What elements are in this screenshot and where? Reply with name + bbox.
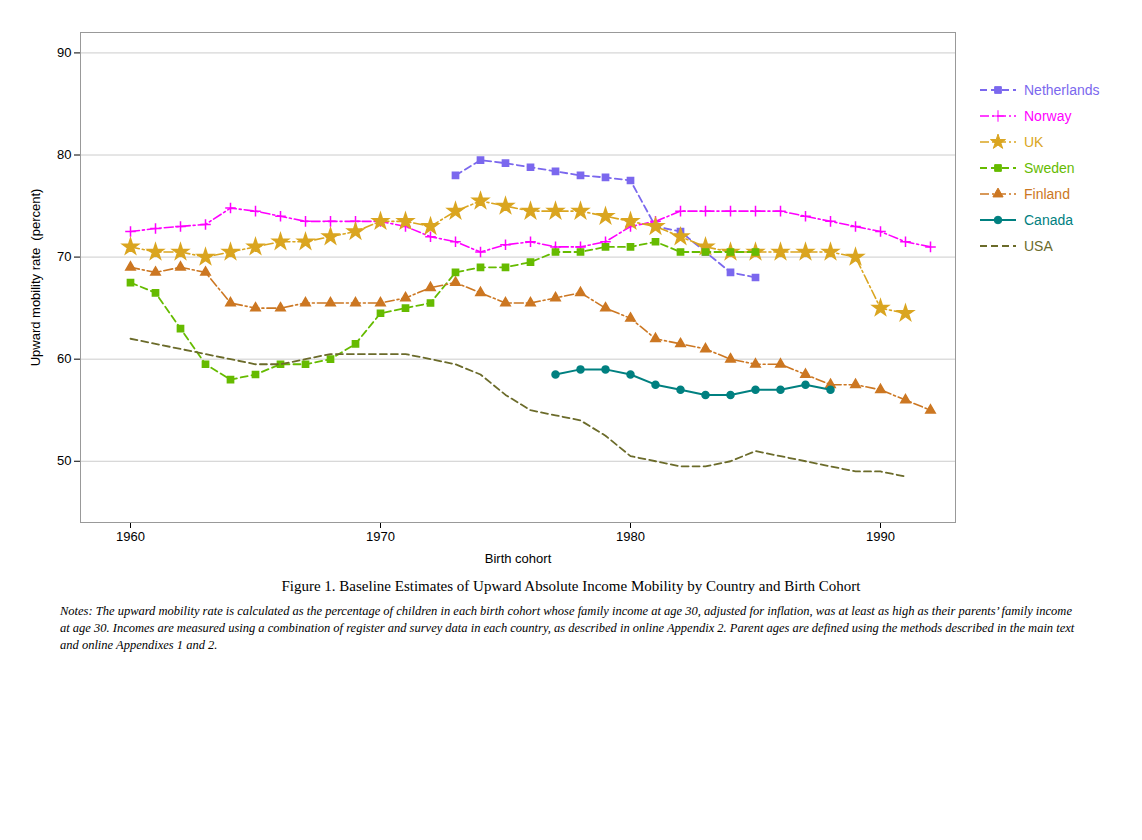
svg-text:1990: 1990 (866, 529, 895, 544)
html-text:Figure 1. Baseline Estimates o: Figure 1. Baseline Estimates of Upward A… (281, 578, 861, 594)
svg-text:70: 70 (57, 249, 71, 264)
svg-text:80: 80 (57, 147, 71, 162)
html-text:Canada: Canada (1024, 212, 1073, 228)
svg-text:90: 90 (57, 45, 71, 60)
svg-text:1980: 1980 (616, 529, 645, 544)
html-text:Sweden: Sweden (1024, 160, 1075, 176)
html-text:Finland: Finland (1024, 186, 1070, 202)
html-text:Notes: The upward mobility rat: Notes: The upward mobility rate is calcu… (60, 604, 1075, 652)
svg-text:1970: 1970 (366, 529, 395, 544)
html-text:Netherlands: Netherlands (1024, 82, 1100, 98)
svg-text:60: 60 (57, 351, 71, 366)
html-text:UK: UK (1024, 134, 1044, 150)
svg-text:Birth cohort: Birth cohort (485, 551, 552, 566)
svg-text:Upward mobility rate (percent: Upward mobility rate (percent) (28, 189, 43, 367)
svg-text:1960: 1960 (116, 529, 145, 544)
html-text:Norway: Norway (1024, 108, 1072, 124)
svg-text:50: 50 (57, 453, 71, 468)
html-text:USA: USA (1024, 238, 1053, 254)
